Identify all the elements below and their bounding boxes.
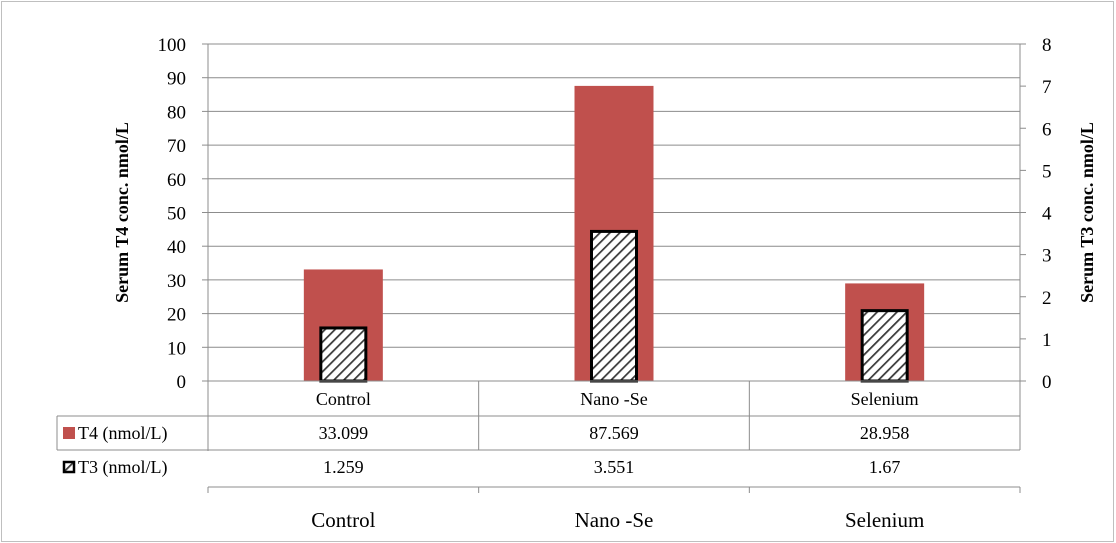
bar-t3 [860,309,909,383]
y-tick-label: 50 [167,204,186,225]
y-tick-label: 0 [177,372,187,393]
y2-tick-label: 6 [1042,119,1052,140]
table-category-label: Selenium [851,389,919,409]
y2-tick-label: 0 [1042,372,1052,393]
bar-t3 [319,326,368,383]
y-tick-label: 10 [167,338,186,359]
y2-tick-label: 2 [1042,288,1052,309]
y-tick-label: 70 [167,136,186,157]
y2-tick-label: 8 [1042,35,1052,56]
y-tick-label: 20 [167,305,186,326]
bar-t3 [590,229,638,383]
legend-series-name: T3 (nmol/L) [78,457,167,478]
x-category-label: Control [311,508,375,532]
y-tick-label: 80 [167,102,186,123]
table-category-label: Control [316,389,371,409]
table-category-label: Nano -Se [580,389,647,409]
y-tick-label: 100 [158,35,187,56]
legend-series-name: T4 (nmol/L) [78,423,167,444]
legend-key-t4 [63,427,75,439]
y2-tick-label: 7 [1042,77,1052,98]
y-tick-label: 90 [167,69,186,90]
table-value: 28.958 [860,423,910,443]
table-value: 1.67 [869,457,901,477]
table-value: 1.259 [323,457,364,477]
y-tick-label: 40 [167,237,186,258]
legend-key-t3 [62,460,76,474]
x-category-label: Nano -Se [575,508,654,532]
y2-tick-label: 5 [1042,161,1052,182]
table-value: 33.099 [319,423,369,443]
table-value: 87.569 [589,423,639,443]
y2-tick-label: 4 [1042,204,1052,225]
x-category-label: Selenium [845,508,924,532]
y-tick-label: 60 [167,170,186,191]
y2-tick-label: 3 [1042,246,1052,267]
y2-tick-label: 1 [1042,330,1052,351]
y-axis-title: Serum T4 conc. nmol/L [112,122,132,303]
y-tick-label: 30 [167,271,186,292]
table-value: 3.551 [594,457,635,477]
y2-axis-title: Serum T3 conc. nmol/L [1077,122,1097,303]
